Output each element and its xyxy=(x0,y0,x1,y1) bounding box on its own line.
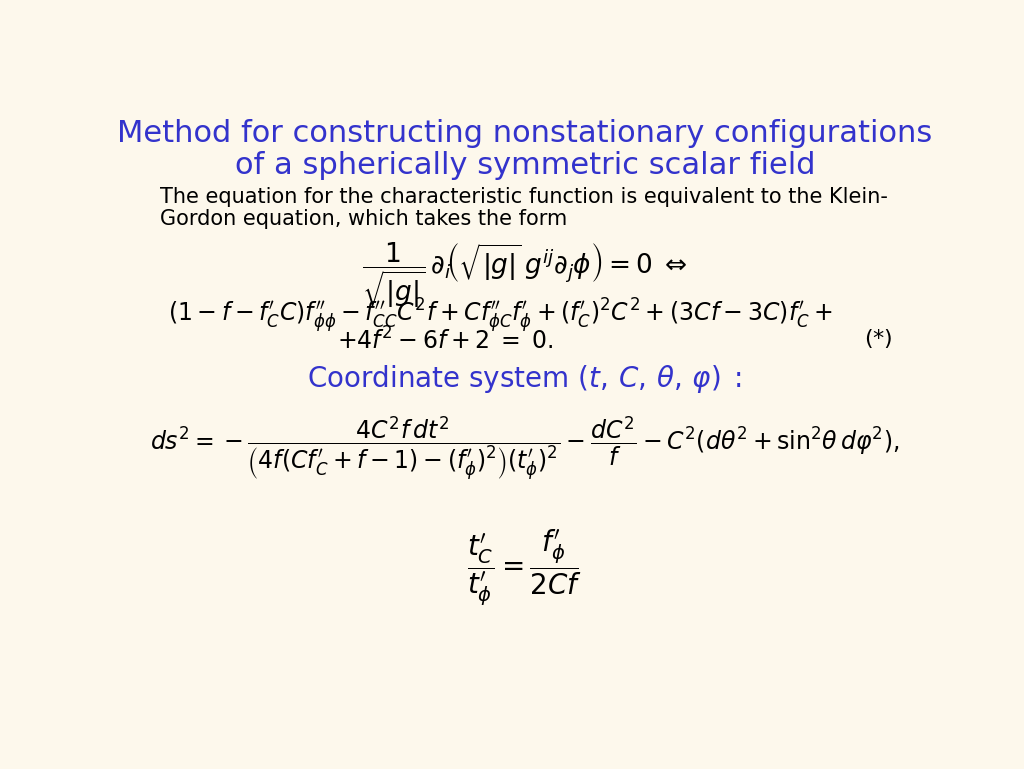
Text: $(1 - f - f_C^\prime C)f_{\phi\phi}^{\prime\prime} - f_{CC}^{\prime\prime}C^2 f : $(1 - f - f_C^\prime C)f_{\phi\phi}^{\pr… xyxy=(168,297,833,335)
Text: Gordon equation, which takes the form: Gordon equation, which takes the form xyxy=(160,209,567,229)
Text: $ds^2 = -\dfrac{4C^2 f\,dt^2}{\left(4f(Cf_C^\prime + f - 1) - (f_\phi^\prime)^2\: $ds^2 = -\dfrac{4C^2 f\,dt^2}{\left(4f(C… xyxy=(151,415,899,484)
Text: The equation for the characteristic function is equivalent to the Klein-: The equation for the characteristic func… xyxy=(160,187,888,207)
Text: $\dfrac{t_C^\prime}{t_\phi^\prime} = \dfrac{f_\phi^\prime}{2Cf}$: $\dfrac{t_C^\prime}{t_\phi^\prime} = \df… xyxy=(467,528,583,608)
Text: Method for constructing nonstationary configurations: Method for constructing nonstationary co… xyxy=(117,119,933,148)
Text: of a spherically symmetric scalar field: of a spherically symmetric scalar field xyxy=(234,151,815,181)
Text: $(*)$: $(*)$ xyxy=(863,328,892,351)
Text: Coordinate system $(t,\,C,\,\theta,\,\varphi)\;:$: Coordinate system $(t,\,C,\,\theta,\,\va… xyxy=(307,363,742,395)
Text: $\dfrac{1}{\sqrt{|g|}}\,\partial_i\!\left(\sqrt{|g|}\,g^{ij}\partial_j\phi\right: $\dfrac{1}{\sqrt{|g|}}\,\partial_i\!\lef… xyxy=(362,240,687,310)
Text: $+4f^2 - 6f + 2 \;=\; 0.$: $+4f^2 - 6f + 2 \;=\; 0.$ xyxy=(337,328,554,355)
